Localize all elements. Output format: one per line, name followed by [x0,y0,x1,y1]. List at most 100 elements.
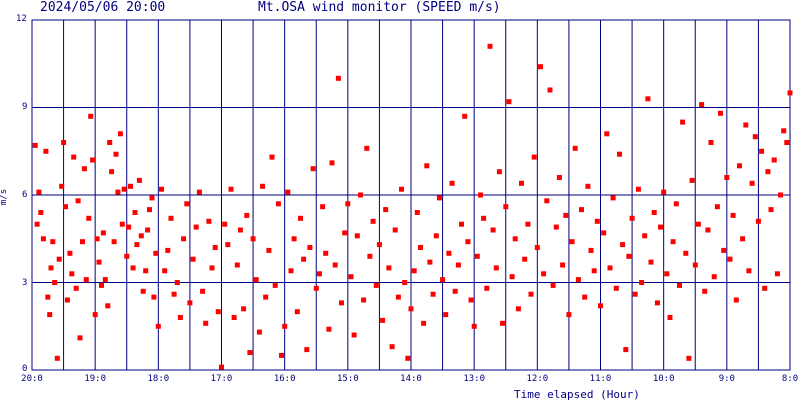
data-point [81,166,87,172]
x-axis-label: Time elapsed (Hour) [514,388,640,401]
data-point [661,189,667,195]
data-point [664,271,670,277]
data-point [727,256,733,262]
data-point [298,215,303,221]
data-point [52,280,58,285]
data-point [421,320,427,326]
data-point [774,271,780,277]
data-point [113,151,119,157]
data-point [730,212,736,218]
data-point [124,253,130,259]
data-point [67,250,73,256]
data-point [468,297,474,303]
data-point [566,312,572,318]
data-point [629,215,635,221]
data-point [247,350,253,355]
data-point [452,288,458,294]
data-point [613,285,619,291]
data-point [563,212,569,218]
data-point [316,271,322,277]
chart-title: Mt.OSA wind monitor (SPEED m/s) [258,0,501,15]
data-point [332,262,338,268]
data-point [171,291,177,297]
data-point [493,265,499,271]
data-point [310,166,316,172]
data-point [130,265,136,271]
data-point [771,157,777,163]
data-point [519,180,524,186]
data-point [680,119,686,125]
data-point [168,215,174,221]
data-point [54,355,60,361]
x-tick-label: 15:0 [337,374,359,384]
data-point [275,201,281,207]
data-point [151,294,157,300]
data-point [147,207,152,213]
data-point [56,256,62,262]
data-point [553,224,559,230]
data-point [339,300,344,306]
data-point [61,140,67,145]
data-point [370,218,376,224]
data-point [686,355,692,361]
data-point [481,215,487,221]
data-point [724,175,730,180]
data-point [386,265,392,271]
data-point [83,277,89,283]
data-point [759,148,765,154]
data-point [102,277,108,283]
data-point [128,183,133,189]
data-point [689,177,695,183]
data-point [263,294,269,300]
data-point [200,288,206,294]
x-tick-label: 11:0 [590,374,612,384]
data-point [487,43,493,49]
data-point [651,210,657,215]
data-point [34,221,40,227]
data-point [376,242,382,248]
data-point [658,224,663,230]
data-point [601,230,607,236]
data-point [94,236,100,242]
data-point [623,347,629,353]
data-point [588,247,594,253]
data-point [496,169,502,175]
data-point [64,297,70,303]
data-point [683,250,689,256]
data-point [541,271,547,277]
data-point [746,268,752,274]
data-point [436,195,442,201]
data-point [677,282,682,288]
data-point [304,347,310,353]
data-point [143,268,149,274]
data-point [358,192,363,198]
data-point [635,186,641,192]
data-point [538,64,543,70]
x-tick-label: 13:0 [463,374,485,384]
data-point [136,177,142,183]
data-point [575,277,581,283]
data-point [244,212,250,218]
data-point [768,207,774,213]
data-point [749,180,755,186]
data-point [639,280,645,285]
data-point [692,262,698,268]
data-point [100,230,106,236]
data-point [591,268,597,274]
x-tick-label: 10:0 [653,374,675,384]
data-point [149,195,155,201]
data-point [594,218,600,224]
data-point [389,344,395,350]
data-point [490,227,496,233]
data-point [708,140,714,145]
data-point [279,352,284,358]
data-point [648,259,654,265]
x-tick-label: 8:0 [782,374,798,384]
data-point [77,335,83,341]
data-point [288,268,294,274]
data-points [32,43,793,370]
data-point [474,253,480,259]
data-point [345,201,351,207]
data-point [38,210,44,215]
